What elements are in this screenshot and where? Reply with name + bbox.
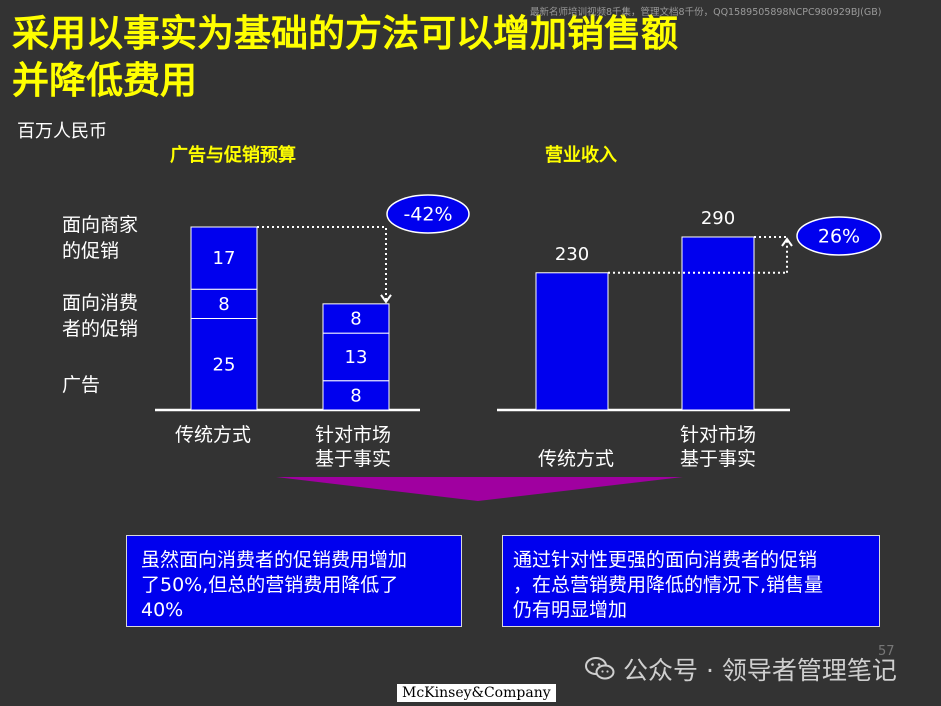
note-right: 通过针对性更强的面向消费者的促销 ，在总营销费用降低的情况下,销售量 仍有明显增… [502, 535, 880, 627]
slide-title-line2: 并降低费用 [12, 59, 197, 102]
revenue-change-bubble [796, 216, 882, 256]
note-right-line2: ，在总营销费用降低的情况下,销售量 [513, 574, 824, 596]
revenue-chart: 230 290 26% [497, 208, 882, 412]
budget-change-arrowhead [380, 294, 392, 304]
page-number: 57 [878, 644, 895, 659]
revenue-value-1: 290 [701, 208, 735, 229]
legend-merchant-line2: 的促销 [62, 240, 120, 262]
slide-title: 采用以事实为基础的方法可以增加销售额 并降低费用 [12, 10, 678, 104]
budget-value-0-2: 17 [213, 248, 236, 269]
note-left-line1: 虽然面向消费者的促销费用增加 [141, 549, 408, 571]
wechat-icon [585, 657, 615, 680]
unit-label: 百万人民币 [17, 121, 107, 142]
revenue-bar-1 [681, 236, 755, 411]
revenue-category-factbased: 针对市场 基于事实 [648, 423, 788, 471]
revenue-value-0: 230 [555, 244, 589, 265]
budget-value-1-0: 8 [350, 385, 361, 406]
wechat-watermark-text: 公众号 · 领导者管理笔记 [623, 656, 897, 685]
budget-bar-1-seg-0 [322, 380, 390, 411]
wechat-watermark: 公众号 · 领导者管理笔记 [585, 651, 897, 687]
budget-category-factbased: 针对市场 基于事实 [283, 423, 423, 471]
legend-ads: 广告 [62, 374, 101, 396]
revenue-change-arrowhead [781, 237, 793, 247]
note-left: 虽然面向消费者的促销费用增加 了50%,但总的营销费用降低了 40% [126, 535, 462, 627]
legend-merchant-promo: 面向商家 的促销 [62, 212, 138, 264]
revenue-category-traditional: 传统方式 [506, 447, 646, 471]
revenue-change-label: 26% [818, 226, 860, 248]
budget-bar-1-seg-2 [322, 303, 390, 334]
budget-category-traditional-line1: 传统方式 [174, 424, 251, 446]
revenue-category-factbased-line2: 基于事实 [679, 448, 756, 470]
budget-value-1-1: 13 [345, 347, 368, 368]
budget-category-factbased-line1: 针对市场 [314, 424, 391, 446]
budget-chart: 25 8 17 8 13 8 -42% [155, 194, 470, 412]
legend-consumer-line1: 面向消费 [62, 292, 139, 314]
budget-category-traditional: 传统方式 [143, 423, 283, 447]
revenue-category-factbased-line1: 针对市场 [679, 424, 756, 446]
budget-chart-title: 广告与促销预算 [170, 145, 296, 166]
legend-consumer-promo: 面向消费 者的促销 [62, 290, 138, 342]
budget-change-connector [257, 226, 387, 302]
revenue-bar-0 [535, 272, 609, 411]
legend-merchant-line1: 面向商家 [62, 214, 139, 236]
revenue-chart-title: 营业收入 [545, 145, 617, 166]
mckinsey-logo: McKinsey&Company [397, 684, 556, 702]
legend-consumer-line2: 者的促销 [62, 318, 139, 340]
budget-change-label: -42% [403, 204, 452, 226]
note-right-line3: 仍有明显增加 [513, 599, 628, 621]
budget-category-factbased-line2: 基于事实 [314, 448, 391, 470]
note-left-line2: 了50%,但总的营销费用降低了 [141, 574, 399, 596]
budget-bar-0-seg-2 [190, 226, 258, 290]
revenue-category-traditional-line1: 传统方式 [537, 448, 614, 470]
top-watermark: 最新名师培训视频8千集，管理文档8千份，QQ1589505898NCPC9809… [530, 7, 882, 18]
budget-value-1-2: 8 [350, 309, 361, 330]
budget-change-bubble [386, 194, 470, 234]
note-left-line3: 40% [141, 599, 184, 621]
note-right-line1: 通过针对性更强的面向消费者的促销 [513, 549, 818, 571]
budget-value-0-0: 25 [213, 354, 236, 375]
slide-title-line1: 采用以事实为基础的方法可以增加销售额 [12, 12, 678, 55]
summary-arrow [276, 477, 683, 501]
budget-value-0-1: 8 [218, 294, 229, 315]
